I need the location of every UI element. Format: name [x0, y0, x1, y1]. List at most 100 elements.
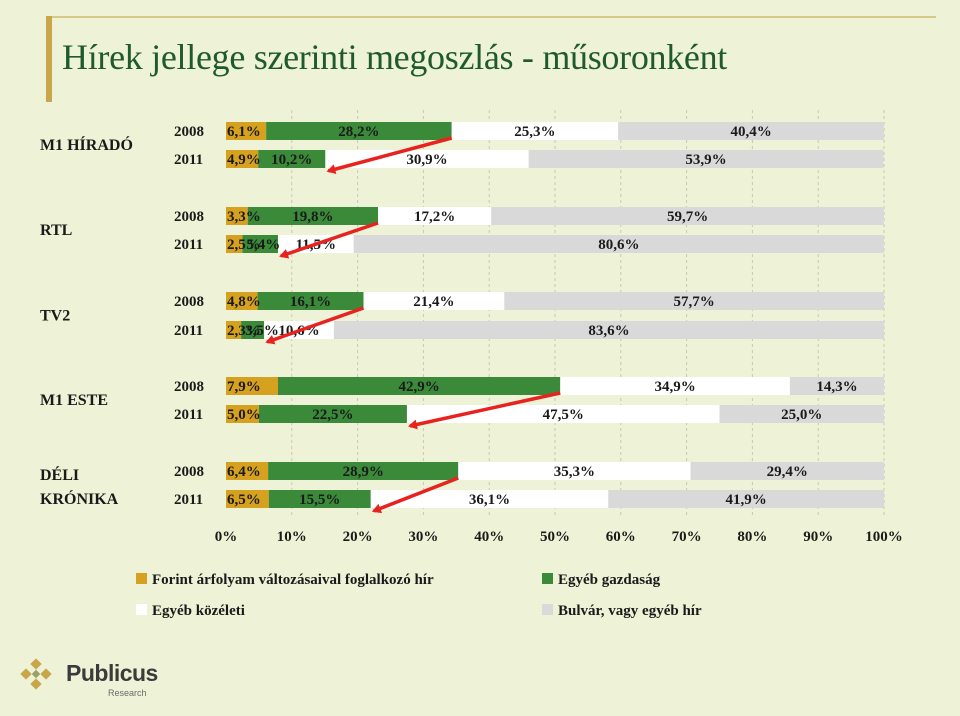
data-label: 19,8% — [292, 209, 333, 225]
bar-segment — [608, 490, 884, 508]
legend-item-bulvar: Bulvár, vagy egyéb hír — [542, 603, 702, 620]
data-label: 2,3% — [227, 323, 261, 339]
change-arrow — [326, 136, 453, 175]
bar-segment — [618, 122, 884, 140]
bar-segment — [491, 207, 884, 225]
data-label: 29,4% — [767, 464, 808, 480]
data-label: 47,5% — [543, 407, 584, 423]
bar-segment — [226, 235, 243, 253]
data-label: 30,9% — [406, 152, 447, 168]
bar-segment — [258, 405, 407, 423]
x-tick-label: 30% — [408, 529, 438, 545]
logo-name: Publicus — [66, 660, 158, 686]
bar-segment — [789, 377, 884, 395]
bar-segment — [226, 122, 267, 140]
year-label: 2011 — [174, 237, 203, 253]
page-title: Hírek jellege szerinti megoszlás - műsor… — [62, 37, 727, 77]
bar-segment — [226, 490, 269, 508]
legend-swatch-forint — [136, 573, 147, 584]
data-label: 57,7% — [674, 294, 715, 310]
data-label: 25,3% — [514, 124, 555, 140]
bar-segment — [242, 235, 278, 253]
legend-swatch-egyeb-kozeleti — [136, 604, 147, 615]
data-label: 53,9% — [685, 152, 726, 168]
bar-segment — [528, 150, 884, 168]
data-label: 5,0% — [227, 407, 261, 423]
data-label: 10,2% — [271, 152, 312, 168]
year-label: 2008 — [174, 464, 204, 480]
data-label: 2,5% — [227, 237, 261, 253]
data-label: 22,5% — [312, 407, 353, 423]
data-label: 34,9% — [654, 379, 695, 395]
year-label: 2011 — [174, 323, 203, 339]
bar-segment — [504, 292, 884, 310]
change-arrow — [407, 391, 561, 430]
legend-swatch-bulvar — [542, 604, 553, 615]
bar-segment — [690, 462, 884, 480]
group-label: M1 ESTE — [40, 392, 108, 409]
bar-segment — [333, 321, 884, 339]
data-label: 14,3% — [816, 379, 857, 395]
data-label: 4,9% — [227, 152, 261, 168]
legend-label-egyeb-kozeleti: Egyéb közéleti — [152, 603, 245, 619]
x-tick-label: 80% — [737, 529, 767, 545]
bar-segment — [226, 321, 242, 339]
data-label: 6,4% — [227, 464, 261, 480]
data-label: 6,1% — [227, 124, 261, 140]
publicus-logo: Publicus Research — [18, 658, 158, 703]
group-label: RTL — [40, 222, 72, 239]
x-tick-label: 20% — [343, 529, 373, 545]
data-label: 5,4% — [246, 237, 280, 253]
bar-segment — [226, 292, 258, 310]
bar-segment — [451, 122, 619, 140]
group-label: TV2 — [40, 308, 70, 325]
year-label: 2008 — [174, 209, 204, 225]
data-label: 3,5% — [245, 323, 279, 339]
bar-segment — [226, 462, 269, 480]
title-rule — [46, 16, 936, 18]
bar-segment — [370, 490, 609, 508]
bar-segment — [377, 207, 492, 225]
data-label: 25,0% — [781, 407, 822, 423]
year-label: 2011 — [174, 152, 203, 168]
bar-segment — [363, 292, 505, 310]
data-label: 3,3% — [227, 209, 261, 225]
year-label: 2008 — [174, 379, 204, 395]
bar-segment — [277, 377, 561, 395]
data-label: 4,8% — [227, 294, 261, 310]
group-label: KRÓNIKA — [40, 489, 119, 508]
data-label: 36,1% — [469, 492, 510, 508]
x-tick-label: 50% — [540, 529, 570, 545]
x-tick-label: 40% — [474, 529, 504, 545]
legend-swatch-egyeb-gazdasag — [542, 573, 553, 584]
logo-subtitle: Research — [108, 688, 147, 698]
data-label: 7,9% — [227, 379, 261, 395]
data-label: 15,5% — [299, 492, 340, 508]
data-label: 35,3% — [554, 464, 595, 480]
data-label: 17,2% — [414, 209, 455, 225]
bar-segment — [266, 122, 452, 140]
bar-segment — [257, 292, 364, 310]
data-label: 28,2% — [338, 124, 379, 140]
x-tick-label: 100% — [865, 529, 903, 545]
legend-item-egyeb-kozeleti: Egyéb közéleti — [136, 603, 245, 620]
data-label: 21,4% — [413, 294, 454, 310]
group-label: DÉLI — [40, 465, 79, 484]
data-label: 28,9% — [343, 464, 384, 480]
bar-segment — [458, 462, 691, 480]
year-label: 2011 — [174, 407, 203, 423]
data-label: 16,1% — [290, 294, 331, 310]
bar-segment — [325, 150, 529, 168]
bar-segment — [268, 490, 371, 508]
publicus-diamond-icon — [20, 658, 52, 690]
bar-segment — [258, 150, 326, 168]
bar-segment — [719, 405, 884, 423]
data-label: 41,9% — [726, 492, 767, 508]
x-tick-label: 60% — [606, 529, 636, 545]
bar-segment — [226, 207, 248, 225]
bar-segment — [226, 150, 259, 168]
bar-segment — [353, 235, 885, 253]
data-label: 83,6% — [588, 323, 629, 339]
